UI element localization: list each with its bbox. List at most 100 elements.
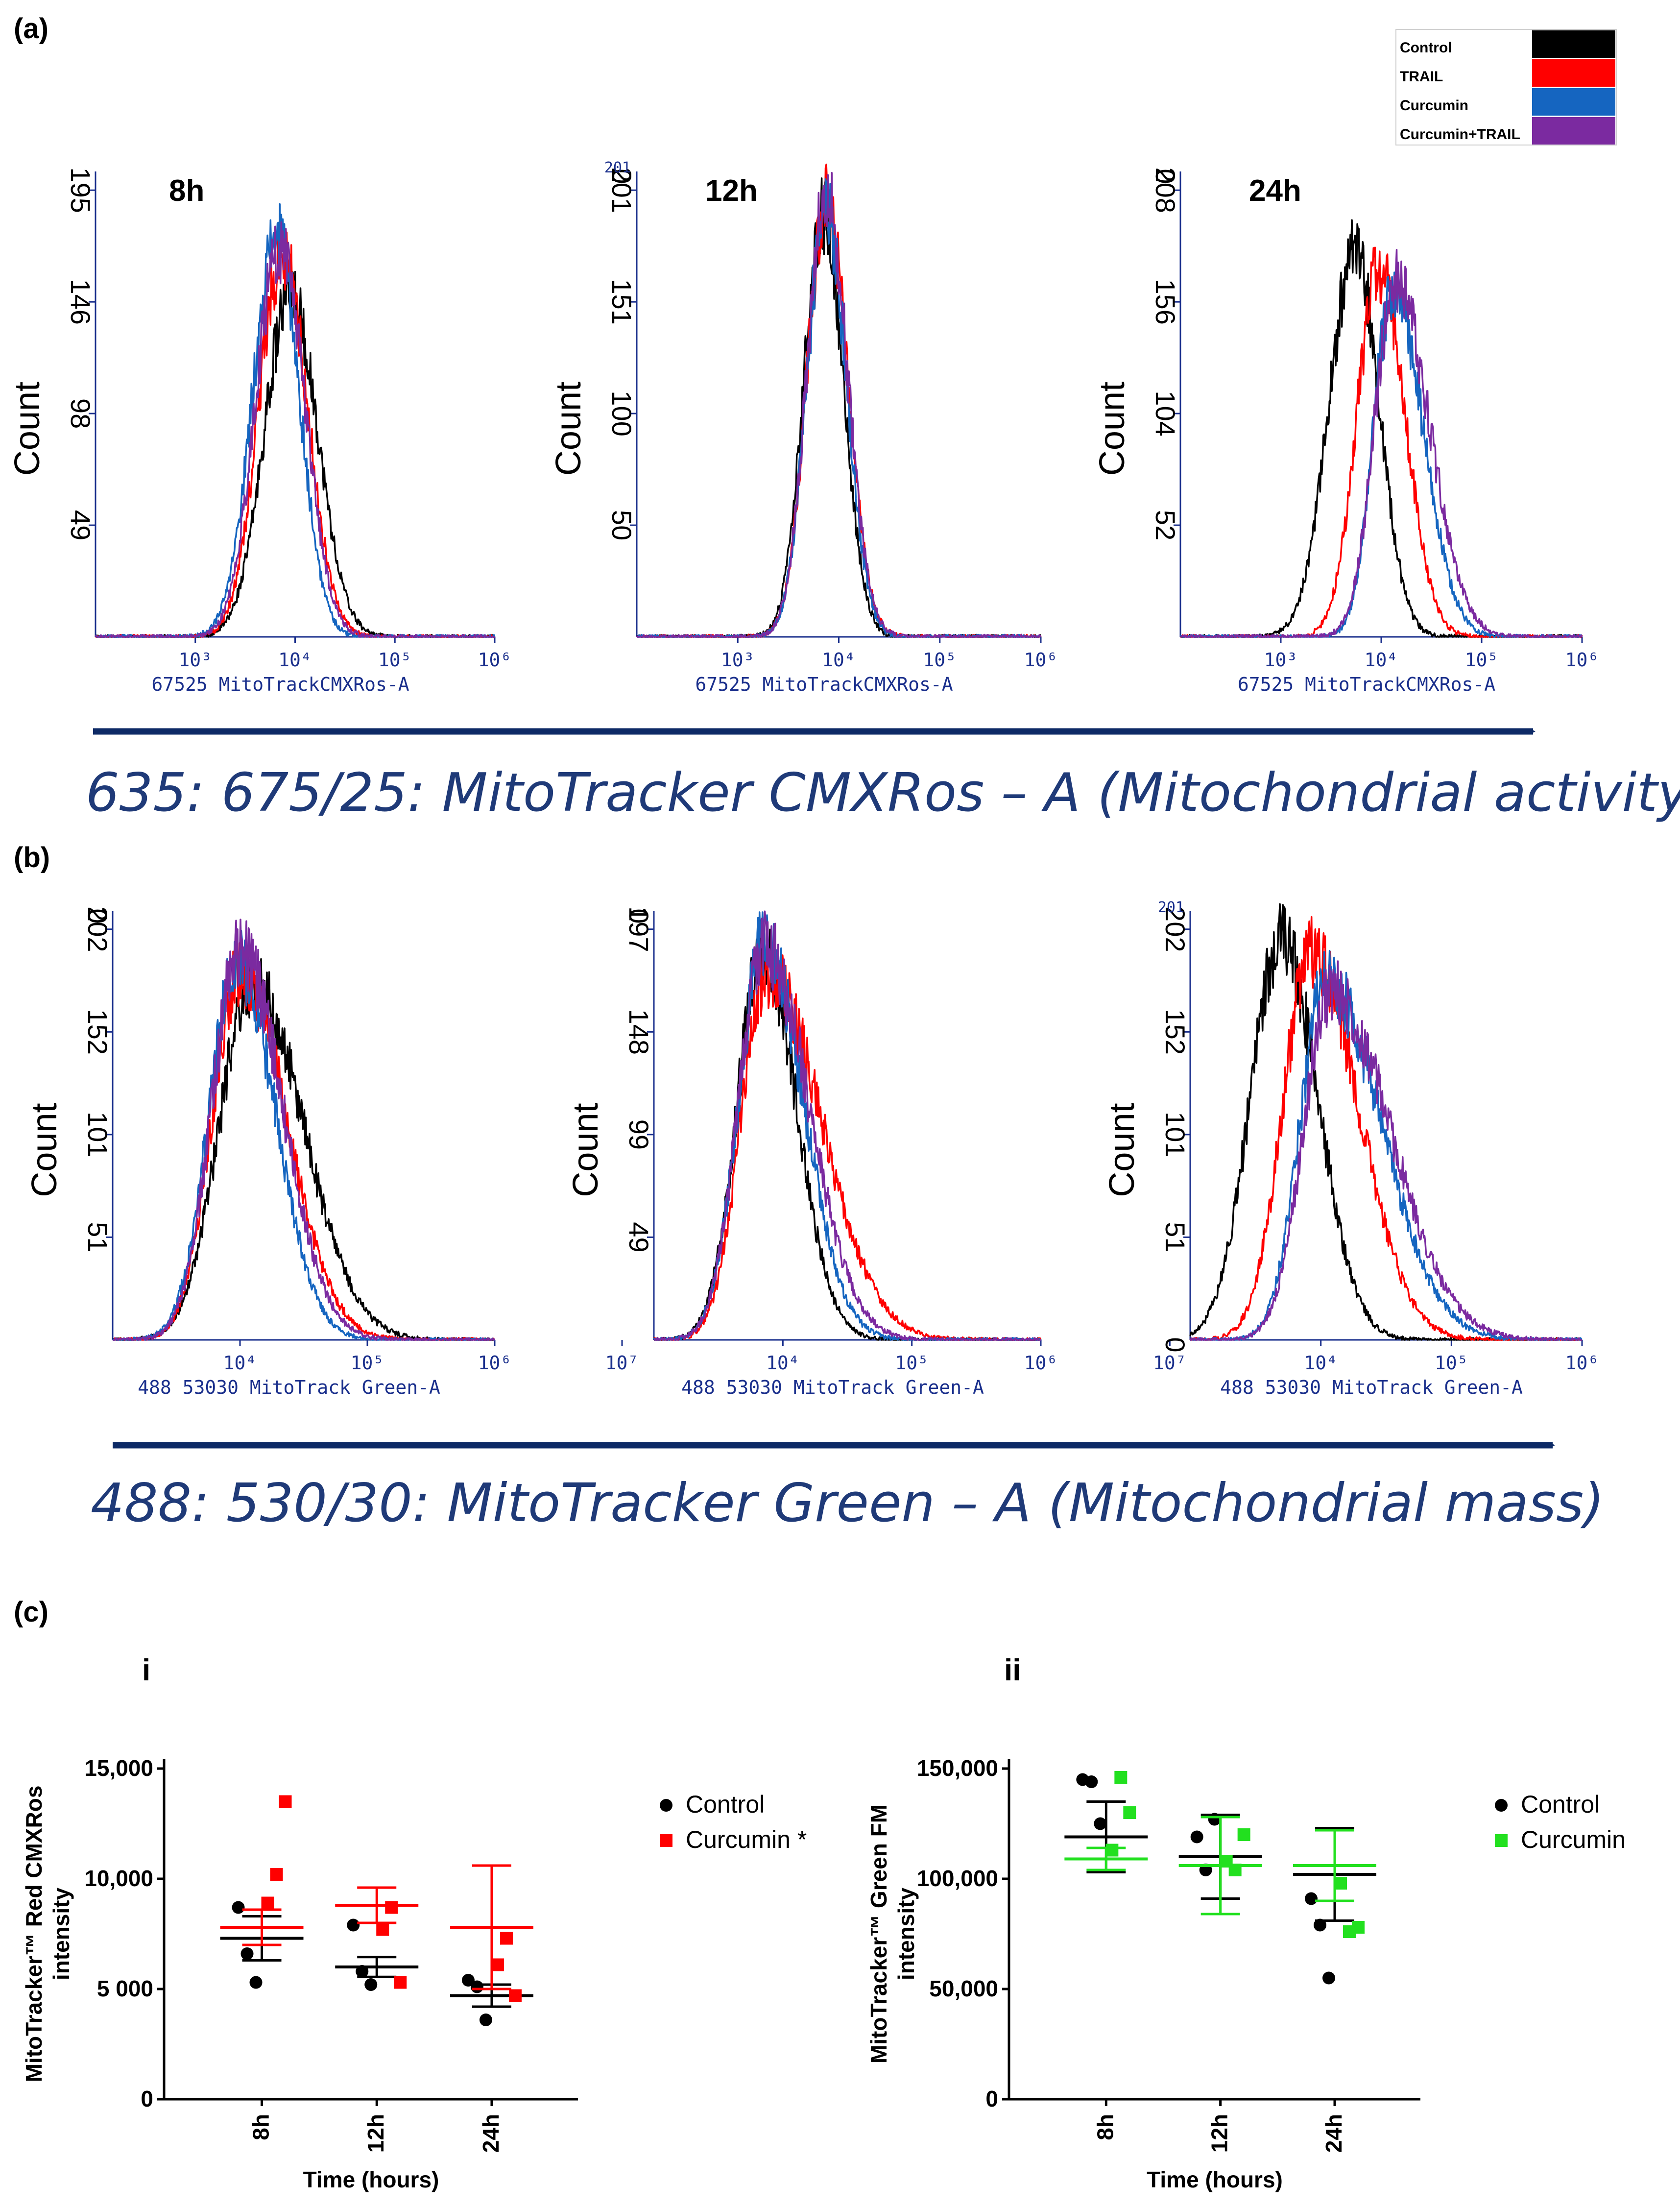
point-curcumin (1105, 1844, 1119, 1857)
series-curcumin-trail (636, 171, 1042, 638)
y-tick-label: 148 (624, 1009, 654, 1055)
y-tick-label: 51 (82, 1222, 113, 1252)
x-tick-label: 10⁶ (1024, 649, 1058, 671)
point-curcumin (1123, 1806, 1136, 1819)
x-tick-label: 10⁵ (1435, 1352, 1468, 1374)
x-tick-label: 10⁵ (351, 1352, 384, 1374)
point-control (461, 1974, 475, 1987)
y-tick-label: 152 (82, 1009, 113, 1055)
legend-a-label-curcumin-trail: Curcumin+TRAIL (1400, 126, 1520, 143)
y-tick-label: 15,000 (84, 1755, 153, 1781)
panel-label-b: (b) (14, 842, 50, 873)
x-tick-label: 10⁶ (478, 649, 512, 671)
y-tick-label: 201 (606, 168, 637, 213)
y-tick-label: 152 (1160, 1009, 1191, 1055)
point-curcumin (1352, 1921, 1365, 1934)
x-axis-label: Time (hours) (1147, 2167, 1283, 2192)
legend-a-row-control: Control (1400, 30, 1615, 58)
x-tick-label: 10⁶ (1565, 1352, 1599, 1374)
point-control (1314, 1918, 1326, 1932)
point-control (1208, 1813, 1221, 1826)
y-tick-label: 156 (1150, 279, 1181, 324)
series-curcumin-trail (653, 910, 1041, 1341)
legend-marker-control (1495, 1799, 1508, 1812)
point-curcumin (394, 1976, 407, 1989)
y-tick-label: 49 (65, 510, 96, 540)
point-curcumin (1334, 1877, 1347, 1890)
y-tick-label: 0 (141, 2086, 153, 2111)
x-tick-label: 10⁶ (1565, 649, 1599, 671)
point-control (1085, 1775, 1098, 1788)
point-control (364, 1978, 378, 1991)
point-curcumin (491, 1958, 504, 1971)
banner-b: 488: 530/30: MitoTracker Green – A (Mito… (91, 1473, 1604, 1534)
y-axis-label: Count (1093, 382, 1132, 476)
series-control (653, 919, 1042, 1341)
x-tick-label: 10⁶ (1024, 1352, 1058, 1374)
series-trail (636, 163, 1042, 638)
x-tick-label: 8h (248, 2114, 274, 2140)
y-tick-label: 100 (606, 390, 637, 436)
x-tick-label: 24h (1321, 2114, 1346, 2153)
x-tick-label: 10⁵ (923, 649, 957, 671)
series-control (1189, 903, 1583, 1341)
series-curcumin (1190, 949, 1583, 1341)
x-tick-label: 10³ (1264, 649, 1298, 671)
x-tick-label: 10⁵ (1465, 649, 1499, 671)
legend-a: Control TRAIL Curcumin Curcumin+TRAIL (1395, 29, 1617, 146)
x-axis-label: Time (hours) (303, 2167, 439, 2192)
y-axis-label: MitoTracker™ Green FMintensity (866, 1804, 919, 2063)
y-tick-label: 98 (65, 398, 96, 429)
timepoint-title: 12h (705, 174, 758, 208)
series-trail (1180, 246, 1583, 638)
legend-a-swatch-curcumin (1532, 88, 1615, 116)
legend-a-label-control: Control (1400, 40, 1452, 56)
series-curcumin-trail (112, 919, 496, 1341)
y-axis-label-line: intensity (893, 1888, 919, 1981)
series-trail (112, 941, 496, 1341)
y-tick-label: 146 (65, 279, 96, 324)
y-axis-label: Count (1103, 1103, 1142, 1197)
x-tick-label: 10⁴ (1304, 1352, 1338, 1374)
point-control (232, 1901, 245, 1914)
x-axis-label: 67525 MitoTrackCMXRos-A (151, 674, 409, 695)
point-control (470, 1980, 483, 1993)
point-curcumin (1228, 1864, 1242, 1876)
point-curcumin (1114, 1771, 1128, 1784)
dotplot-c-ii: 0 50,000 100,000 150,000 MitoTracker™ Green … (866, 1755, 1626, 2192)
legend-a-swatch-control (1532, 30, 1615, 58)
series-curcumin-trail (1180, 248, 1583, 638)
y-max-label: 201 (1158, 899, 1184, 916)
y-tick-label: 195 (65, 168, 96, 213)
legend-marker-curcumin (1495, 1834, 1508, 1847)
x-tick-label: 10⁴ (766, 1352, 800, 1374)
x-axis-label: 488 53030 MitoTrack Green-A (681, 1377, 984, 1398)
y-axis-label: Count (566, 1103, 605, 1197)
point-control (347, 1918, 360, 1932)
x-tick-label: 10⁷ (605, 1352, 639, 1374)
point-curcumin (500, 1932, 513, 1945)
legend-a-row-curcumin: Curcumin (1400, 88, 1615, 116)
legend-label-control: Control (1521, 1791, 1600, 1818)
y-tick-label: 0 (985, 2086, 998, 2111)
banner-a: 635: 675/25: MitoTracker CMXRos – A (Mit… (86, 762, 1680, 824)
y-tick-label: 208 (1150, 168, 1181, 213)
y-tick-label-zero: 0 (1160, 1337, 1191, 1352)
y-tick-label: 99 (624, 1119, 654, 1150)
y-tick-label: 51 (1160, 1222, 1191, 1252)
series-trail (1189, 916, 1583, 1341)
point-control (249, 1976, 263, 1989)
series-control (112, 956, 495, 1341)
x-tick-label: 10⁵ (895, 1352, 929, 1374)
x-axis-label: 67525 MitoTrackCMXRos-A (695, 674, 953, 695)
point-control (1305, 1892, 1318, 1905)
point-curcumin (270, 1868, 283, 1881)
y-max-label: 201 (604, 159, 631, 176)
histogram-a-8h: 49 98 146 195 Count 10³ 10⁴ 10⁵ 10⁶ 67525 MitoTra… (8, 168, 511, 695)
panel-label-c: (c) (14, 1596, 48, 1628)
y-tick-label: 100,000 (917, 1866, 998, 1891)
y-tick-label: 5 000 (97, 1976, 153, 2001)
legend-a-row-trail: TRAIL (1400, 59, 1615, 87)
x-tick-label: 10³ (178, 649, 212, 671)
